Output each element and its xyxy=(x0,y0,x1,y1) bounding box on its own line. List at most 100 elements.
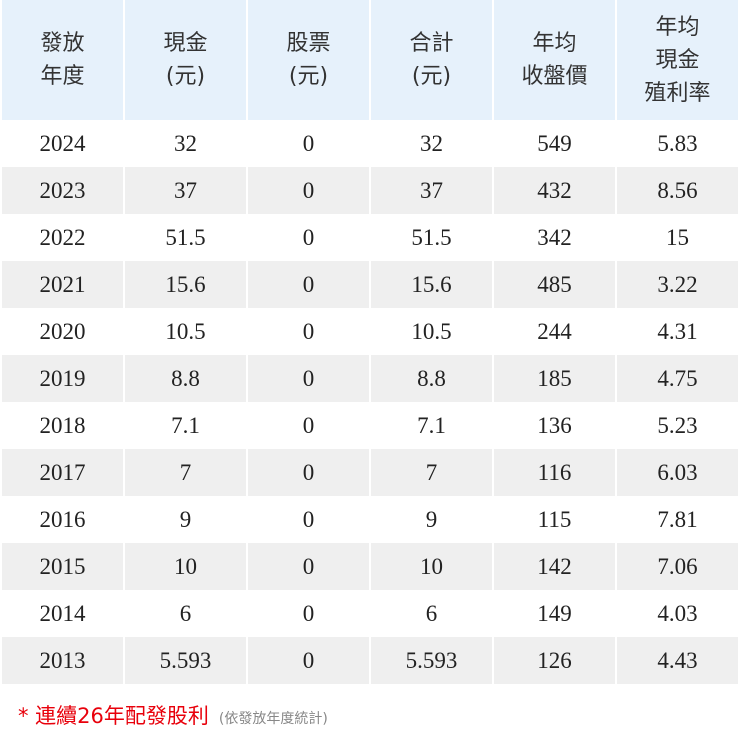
table-cell: 5.23 xyxy=(615,402,740,449)
header-line: (元) xyxy=(165,64,206,89)
header-line: 收盤價 xyxy=(521,64,588,89)
header-line: 股票 xyxy=(286,31,331,56)
table-body: 2024 32 0 32 549 5.83 2023 37 0 37 432 8.56 2022 51.5… xyxy=(0,120,740,684)
table-row: 2023 37 0 37 432 8.56 xyxy=(0,167,740,214)
table-cell: 2021 xyxy=(0,261,125,308)
table-cell: 2018 xyxy=(0,402,125,449)
table-row: 2021 15.6 0 15.6 485 3.22 xyxy=(0,261,740,308)
table-cell: 0 xyxy=(246,449,371,496)
table-cell: 10 xyxy=(123,543,248,590)
header-cell: 現金 (元) xyxy=(123,0,248,120)
table-cell: 5.593 xyxy=(123,637,248,684)
table-cell: 136 xyxy=(492,402,617,449)
table-cell: 8.8 xyxy=(369,355,494,402)
table-row: 2015 10 0 10 142 7.06 xyxy=(0,543,740,590)
table-cell: 2014 xyxy=(0,590,125,637)
table-row: 2016 9 0 9 115 7.81 xyxy=(0,496,740,543)
table-cell: 9 xyxy=(123,496,248,543)
header-line: (元) xyxy=(288,64,329,89)
footer-sub: (依發放年度統計) xyxy=(218,711,328,727)
table-cell: 0 xyxy=(246,214,371,261)
table-cell: 15 xyxy=(615,214,740,261)
table-cell: 15.6 xyxy=(123,261,248,308)
header-cell: 年均 收盤價 xyxy=(492,0,617,120)
table-cell: 149 xyxy=(492,590,617,637)
table-cell: 244 xyxy=(492,308,617,355)
table-cell: 2024 xyxy=(0,120,125,167)
table-cell: 51.5 xyxy=(369,214,494,261)
table-cell: 0 xyxy=(246,261,371,308)
table-row: 2019 8.8 0 8.8 185 4.75 xyxy=(0,355,740,402)
table-cell: 32 xyxy=(369,120,494,167)
table-cell: 37 xyxy=(123,167,248,214)
table-cell: 116 xyxy=(492,449,617,496)
footer-note: * 連續26年配發股利 xyxy=(18,704,209,728)
table-cell: 0 xyxy=(246,543,371,590)
table-row: 2017 7 0 7 116 6.03 xyxy=(0,449,740,496)
table-cell: 142 xyxy=(492,543,617,590)
table-cell: 8.56 xyxy=(615,167,740,214)
table-cell: 2013 xyxy=(0,637,125,684)
table-cell: 2015 xyxy=(0,543,125,590)
table-cell: 0 xyxy=(246,308,371,355)
table-cell: 7 xyxy=(369,449,494,496)
table-cell: 5.83 xyxy=(615,120,740,167)
header-line: 殖利率 xyxy=(644,80,711,106)
table-row: 2022 51.5 0 51.5 342 15 xyxy=(0,214,740,261)
table-cell: 3.22 xyxy=(615,261,740,308)
table-cell: 6 xyxy=(123,590,248,637)
table-cell: 15.6 xyxy=(369,261,494,308)
header-line: 年度 xyxy=(40,64,85,89)
table-cell: 126 xyxy=(492,637,617,684)
table-row: 2020 10.5 0 10.5 244 4.31 xyxy=(0,308,740,355)
table-row: 2014 6 0 6 149 4.03 xyxy=(0,590,740,637)
table-cell: 485 xyxy=(492,261,617,308)
table-cell: 6.03 xyxy=(615,449,740,496)
table-cell: 5.593 xyxy=(369,637,494,684)
header-line: 現金 xyxy=(163,31,208,56)
header-cell: 發放 年度 xyxy=(0,0,125,120)
dividend-table: 發放 年度 現金 (元) 股票 (元) 合計 (元) 年均 收盤價 年均 現金 殖利率 2024 32 0 3… xyxy=(0,0,740,684)
footer: * 連續26年配發股利 (依發放年度統計) xyxy=(18,700,328,730)
table-cell: 32 xyxy=(123,120,248,167)
header-line: 現金 xyxy=(655,47,700,73)
header-line: 發放 xyxy=(40,31,85,56)
table-cell: 2017 xyxy=(0,449,125,496)
table-cell: 0 xyxy=(246,637,371,684)
table-cell: 7.06 xyxy=(615,543,740,590)
header-row: 發放 年度 現金 (元) 股票 (元) 合計 (元) 年均 收盤價 年均 現金 殖利率 xyxy=(0,0,740,120)
table-cell: 432 xyxy=(492,167,617,214)
table-cell: 185 xyxy=(492,355,617,402)
table-cell: 51.5 xyxy=(123,214,248,261)
table-cell: 549 xyxy=(492,120,617,167)
table-cell: 2016 xyxy=(0,496,125,543)
table-cell: 0 xyxy=(246,402,371,449)
header-cell: 合計 (元) xyxy=(369,0,494,120)
table-cell: 0 xyxy=(246,590,371,637)
table-row: 2024 32 0 32 549 5.83 xyxy=(0,120,740,167)
table-cell: 10.5 xyxy=(369,308,494,355)
table-cell: 2023 xyxy=(0,167,125,214)
table-cell: 4.31 xyxy=(615,308,740,355)
table-cell: 7.1 xyxy=(369,402,494,449)
table-cell: 7 xyxy=(123,449,248,496)
table-cell: 4.03 xyxy=(615,590,740,637)
header-cell: 股票 (元) xyxy=(246,0,371,120)
table-cell: 2020 xyxy=(0,308,125,355)
table-row: 2013 5.593 0 5.593 126 4.43 xyxy=(0,637,740,684)
header-line: 合計 xyxy=(409,31,454,56)
table-cell: 8.8 xyxy=(123,355,248,402)
table-cell: 0 xyxy=(246,120,371,167)
table-cell: 0 xyxy=(246,496,371,543)
table-cell: 7.1 xyxy=(123,402,248,449)
header-line: 年均 xyxy=(655,14,700,40)
table-cell: 2022 xyxy=(0,214,125,261)
table-cell: 0 xyxy=(246,355,371,402)
table-cell: 10.5 xyxy=(123,308,248,355)
table-cell: 37 xyxy=(369,167,494,214)
header-line: 年均 xyxy=(532,31,577,56)
table-cell: 2019 xyxy=(0,355,125,402)
table-cell: 0 xyxy=(246,167,371,214)
table-cell: 7.81 xyxy=(615,496,740,543)
